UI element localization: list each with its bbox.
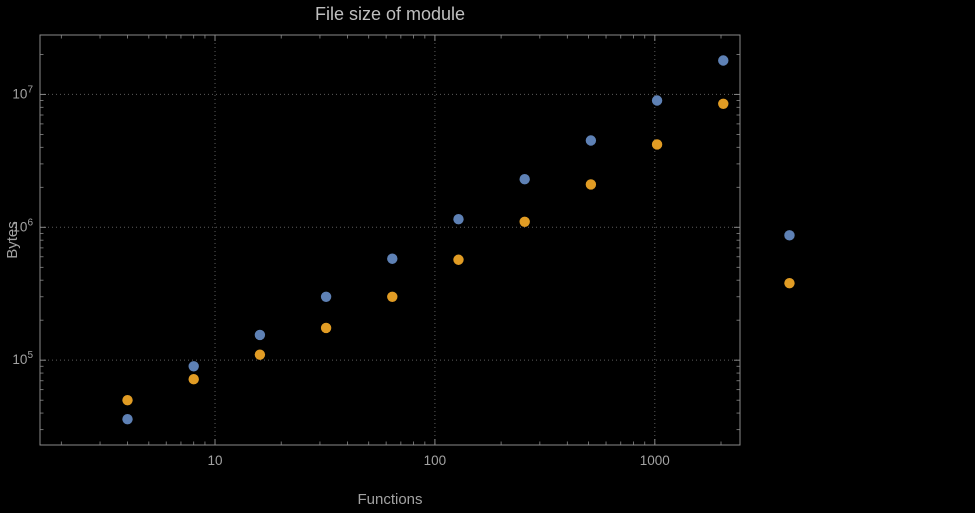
data-point xyxy=(122,413,133,425)
blue-series xyxy=(122,55,795,425)
plot-frame xyxy=(39,34,741,446)
x-tick-label: 100 xyxy=(424,453,447,468)
axis-ticks xyxy=(40,35,740,445)
data-point xyxy=(387,291,398,302)
data-point xyxy=(784,230,795,241)
data-point xyxy=(585,179,597,190)
data-point xyxy=(188,373,199,385)
data-point xyxy=(519,216,530,228)
data-point xyxy=(651,95,663,106)
data-point xyxy=(453,254,464,265)
data-point xyxy=(519,174,530,185)
data-point xyxy=(718,98,729,109)
data-point xyxy=(320,291,332,302)
data-point xyxy=(453,214,464,225)
data-point xyxy=(651,139,663,150)
tick-labels: 10 100 1000 105 106 107 xyxy=(12,84,669,468)
orange-series xyxy=(122,98,795,406)
data-point xyxy=(122,394,133,406)
y-tick-label: 106 xyxy=(12,217,33,234)
data-point xyxy=(387,253,398,264)
y-axis-label: Bytes xyxy=(4,221,21,259)
data-point xyxy=(254,329,266,341)
data-point xyxy=(188,361,199,372)
x-tick-label: 1000 xyxy=(640,453,670,468)
x-axis-label: Functions xyxy=(357,491,423,508)
y-tick-label: 105 xyxy=(12,350,33,367)
x-tick-label: 10 xyxy=(207,453,222,468)
y-tick-label: 107 xyxy=(12,84,33,101)
data-point xyxy=(254,349,266,360)
data-point xyxy=(784,277,795,289)
data-point xyxy=(585,135,597,146)
data-point xyxy=(718,55,729,66)
data-point xyxy=(320,322,332,334)
gridlines xyxy=(40,35,740,445)
chart-title: File size of module xyxy=(314,4,466,24)
